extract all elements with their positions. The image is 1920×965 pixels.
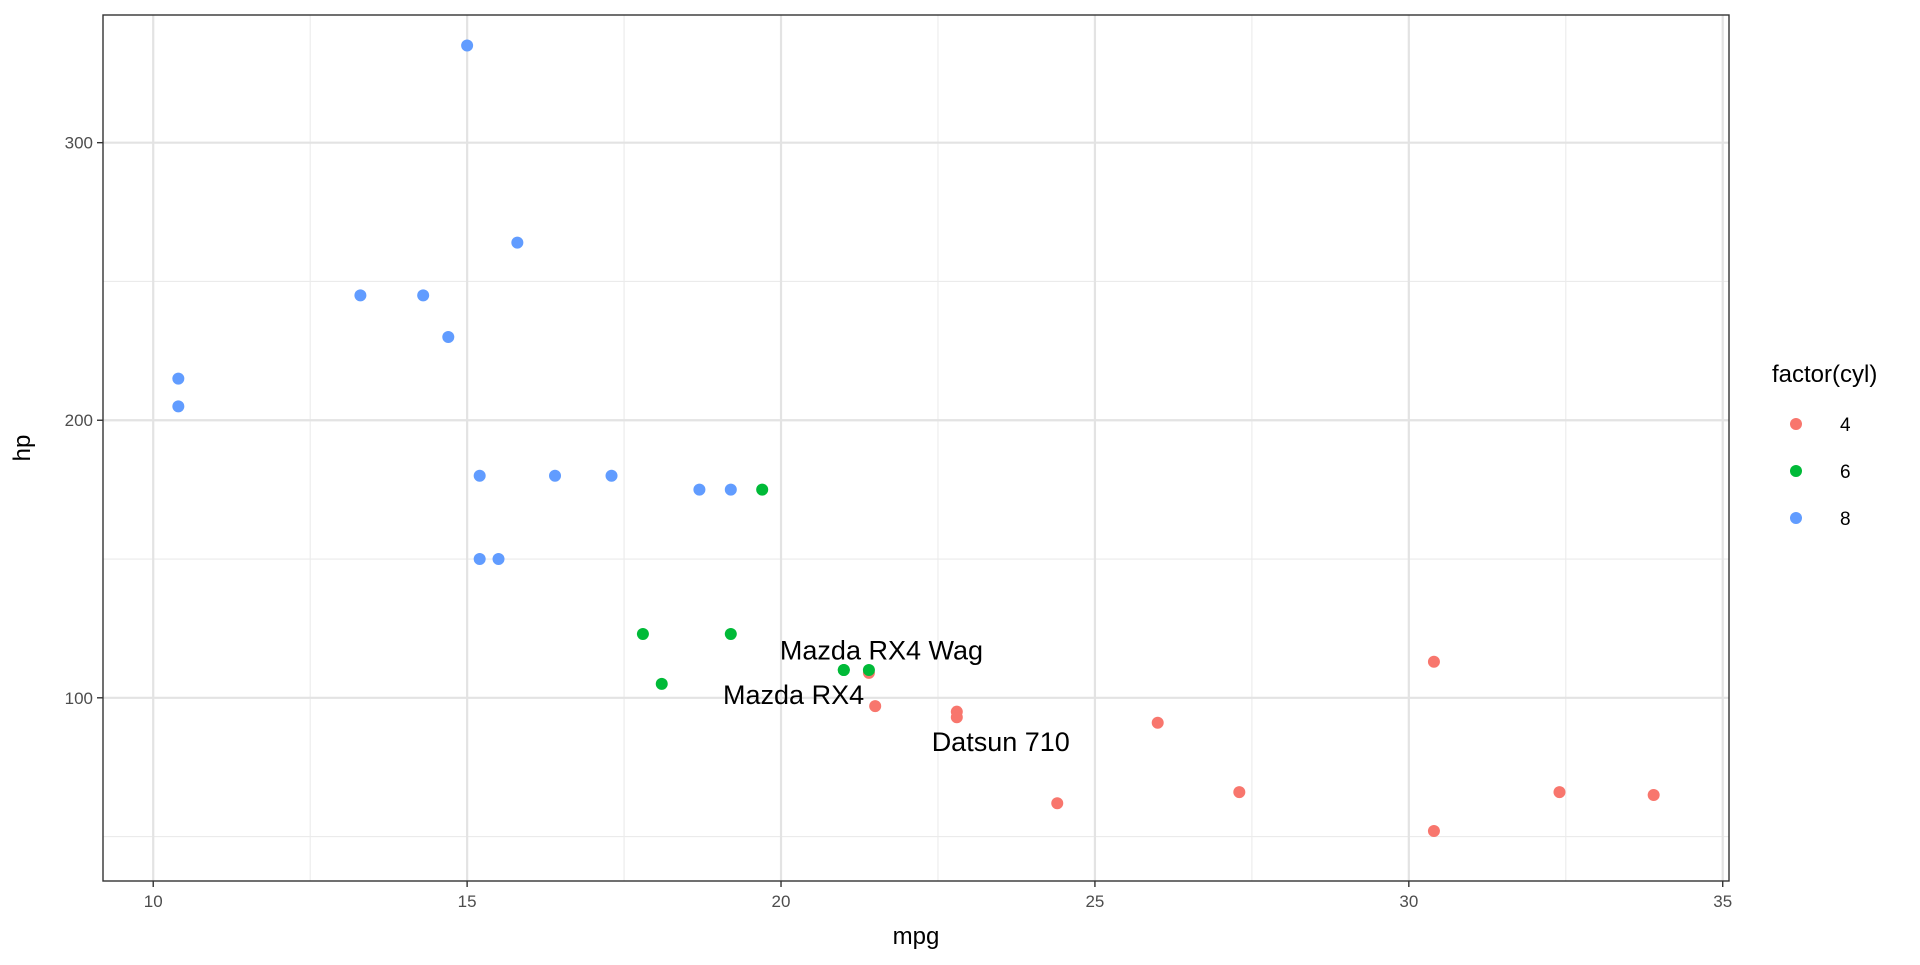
legend-key-6: [1790, 465, 1802, 477]
x-tick-label: 35: [1713, 892, 1732, 911]
data-point-cyl-4: [1647, 788, 1660, 801]
x-axis-title: mpg: [893, 923, 940, 950]
grid-lines: [103, 15, 1729, 881]
data-point-cyl-4: [1427, 655, 1440, 668]
data-point-cyl-6: [655, 677, 668, 690]
legend: factor(cyl) 4 6 8: [1772, 361, 1877, 530]
data-point-cyl-4: [1151, 716, 1164, 729]
data-point-cyl-4: [1427, 825, 1440, 838]
legend-label-4: 4: [1840, 415, 1851, 436]
x-tick-label: 10: [144, 892, 163, 911]
point-annotation: Datsun 710: [932, 727, 1070, 757]
legend-title: factor(cyl): [1772, 361, 1877, 388]
data-point-cyl-8: [473, 469, 486, 482]
x-tick-label: 25: [1085, 892, 1104, 911]
data-point-cyl-8: [492, 553, 505, 566]
panel-border: [102, 14, 1730, 882]
legend-label-6: 6: [1840, 462, 1851, 483]
data-point-cyl-8: [417, 289, 430, 302]
data-point-cyl-4: [869, 700, 882, 713]
y-axis-title: hp: [9, 435, 36, 462]
data-point-cyl-8: [172, 372, 185, 385]
data-point-cyl-8: [473, 553, 486, 566]
data-point-cyl-8: [461, 39, 474, 52]
y-tick-label: 100: [65, 689, 93, 708]
data-point-cyl-8: [172, 400, 185, 413]
legend-key-4: [1790, 418, 1802, 430]
data-point-cyl-4: [1553, 786, 1566, 799]
x-tick-label: 30: [1399, 892, 1418, 911]
data-point-cyl-8: [724, 483, 737, 496]
data-point-cyl-6: [862, 664, 875, 677]
data-point-cyl-8: [549, 469, 562, 482]
point-annotation: Mazda RX4: [723, 680, 864, 710]
point-annotation: Mazda RX4 Wag: [780, 636, 983, 666]
data-point-cyl-6: [724, 627, 737, 640]
point-annotations: Mazda RX4 Wag Mazda RX4 Datsun 710: [723, 636, 1070, 758]
data-point-cyl-6: [636, 627, 649, 640]
data-point-cyl-4: [1233, 786, 1246, 799]
y-tick-label: 200: [65, 411, 93, 430]
data-point-cyl-4: [1051, 797, 1064, 810]
legend-key-8: [1790, 512, 1802, 524]
data-point-cyl-6: [837, 664, 850, 677]
data-point-cyl-8: [693, 483, 706, 496]
x-tick-label: 20: [772, 892, 791, 911]
data-point-cyl-4: [950, 705, 963, 718]
x-tick-label: 15: [458, 892, 477, 911]
data-point-cyl-8: [605, 469, 618, 482]
axes: 10 15 20 25 30 35 100 200 300: [65, 134, 1733, 911]
legend-label-8: 8: [1840, 509, 1851, 530]
data-point-cyl-8: [511, 236, 524, 249]
data-point-cyl-8: [442, 330, 455, 343]
data-points: [172, 39, 1660, 838]
data-point-cyl-8: [354, 289, 367, 302]
y-tick-label: 300: [65, 134, 93, 153]
data-point-cyl-6: [756, 483, 769, 496]
